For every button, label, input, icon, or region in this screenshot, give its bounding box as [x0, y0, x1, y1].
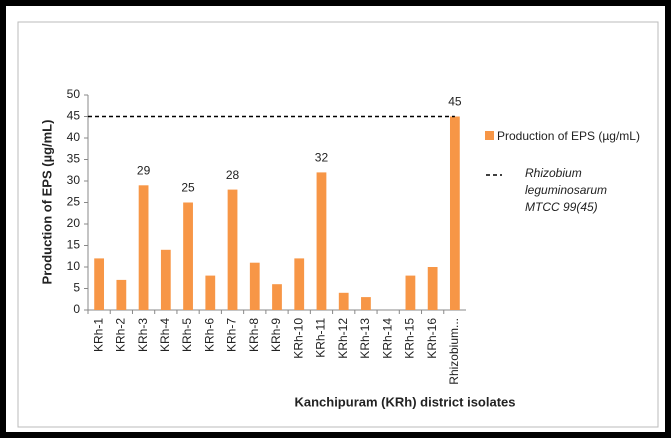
- y-tick-label: 25: [67, 195, 81, 209]
- bar: [449, 116, 460, 310]
- data-label: 29: [137, 163, 151, 177]
- y-tick-label: 45: [67, 109, 81, 123]
- bar: [294, 258, 305, 310]
- y-tick-label: 40: [67, 130, 81, 144]
- bar: [316, 172, 327, 310]
- y-tick-label: 5: [73, 281, 80, 295]
- y-tick-label: 30: [67, 173, 81, 187]
- bar: [205, 275, 216, 310]
- x-tick-label: KRh-4: [158, 318, 172, 352]
- x-tick-label: KRh-12: [336, 318, 350, 359]
- data-label: 25: [181, 181, 195, 195]
- data-label: 45: [448, 95, 462, 109]
- x-tick-label: KRh-15: [403, 318, 417, 359]
- y-tick-label: 20: [67, 216, 81, 230]
- plot-frame: [17, 21, 659, 428]
- x-tick-label: KRh-11: [314, 318, 328, 358]
- x-tick-label: KRh-9: [269, 318, 283, 352]
- x-tick-label: KRh-16: [425, 318, 439, 359]
- bar: [361, 297, 371, 310]
- y-tick-label: 50: [67, 87, 81, 101]
- y-tick-label: 10: [67, 259, 81, 273]
- data-label: 28: [226, 168, 240, 182]
- x-tick-label: KRh-1: [91, 318, 105, 352]
- bar: [227, 189, 238, 310]
- x-tick-label: KRh-5: [180, 318, 194, 352]
- y-tick-label: 0: [73, 302, 80, 316]
- bar: [249, 262, 260, 310]
- x-tick-label: KRh-6: [202, 318, 216, 352]
- x-tick-label: KRh-10: [291, 318, 305, 359]
- bar: [138, 185, 149, 310]
- data-label: 32: [315, 151, 329, 165]
- x-tick-label: Rhizobium...: [447, 318, 461, 385]
- x-axis-title: Kanchipuram (KRh) district isolates: [294, 394, 515, 409]
- bar: [160, 249, 171, 310]
- x-tick-label: KRh-13: [358, 318, 372, 359]
- x-tick-label: KRh-3: [136, 318, 150, 352]
- bar: [405, 275, 416, 310]
- bar: [272, 284, 282, 310]
- y-tick-label: 35: [67, 152, 81, 166]
- bar: [94, 258, 105, 310]
- legend-swatch: [485, 131, 494, 140]
- legend-entry: Production of EPS (µg/mL): [497, 129, 640, 143]
- x-tick-label: KRh-14: [380, 318, 394, 359]
- x-tick-label: KRh-8: [247, 318, 261, 352]
- bar: [427, 267, 438, 310]
- y-axis-title: Production of EPS (µg/mL): [39, 120, 54, 285]
- bar: [338, 292, 349, 310]
- x-tick-label: KRh-2: [114, 318, 128, 352]
- y-tick-label: 15: [67, 238, 81, 252]
- legend-entry: Rhizobium leguminosarum MTCC 99(45): [525, 166, 608, 214]
- bar: [183, 202, 193, 310]
- x-tick-label: KRh-7: [225, 318, 239, 352]
- bar: [116, 279, 127, 310]
